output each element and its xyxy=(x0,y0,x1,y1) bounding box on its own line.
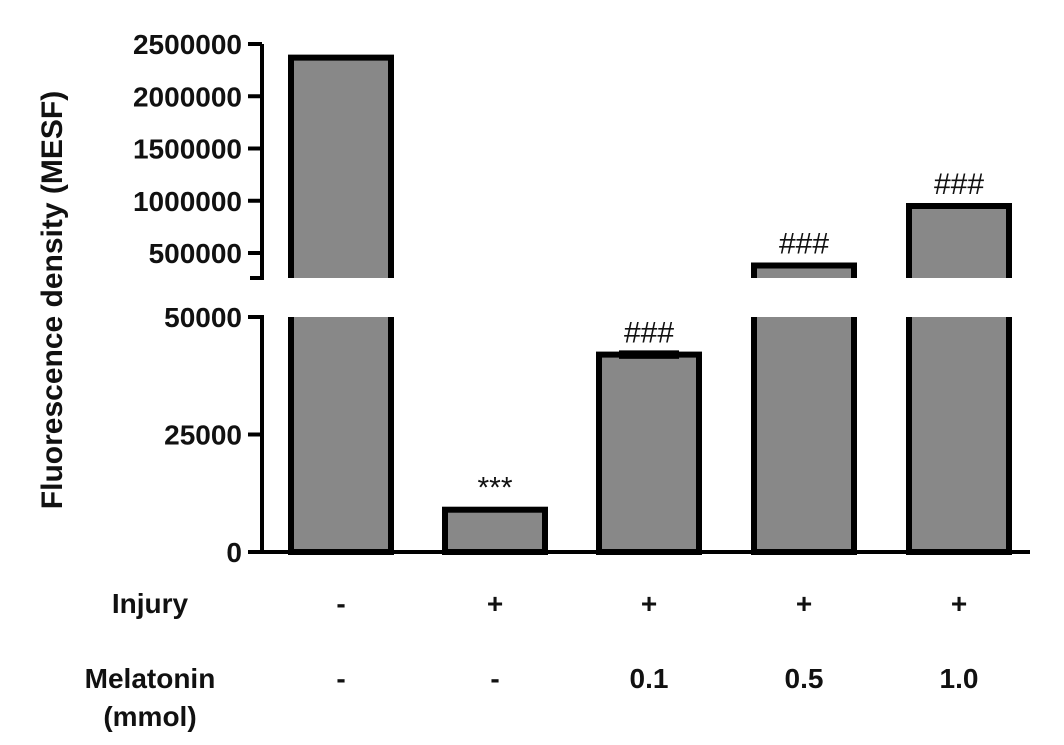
bar-5-upper-fill xyxy=(912,205,1006,278)
y-tick-upper-3-label: 2000000 xyxy=(133,81,242,112)
row-label-line: Melatonin xyxy=(85,663,216,694)
row-1-value-4: + xyxy=(796,588,812,619)
error-bar-3 xyxy=(619,350,679,359)
row-2-value-2: - xyxy=(490,663,499,694)
significance-label-3: ### xyxy=(624,317,674,350)
significance-label-5: ### xyxy=(934,168,984,201)
row-1-value-2: + xyxy=(487,588,503,619)
bar-1-lower-fill xyxy=(294,317,388,549)
row-label-2: Melatonin (mmol) xyxy=(85,663,216,732)
bar-4-lower-fill xyxy=(757,317,851,549)
y-tick-lower-1-label: 25000 xyxy=(164,420,242,451)
bar-2 xyxy=(442,506,548,556)
bar-4-upper-fill xyxy=(757,265,851,278)
bar-1-upper xyxy=(288,54,394,278)
row-1-value-1: - xyxy=(336,588,345,619)
y-tick-upper-0-label: 500000 xyxy=(149,238,242,269)
y-tick-lower-0-label: 0 xyxy=(226,537,242,568)
bar-5-upper xyxy=(906,202,1012,278)
bar-4-upper xyxy=(751,262,857,278)
y-tick-upper-2-label: 1500000 xyxy=(133,134,242,165)
y-tick-lower-2-label: 50000 xyxy=(164,302,242,333)
y-axis-label: Fluorescence density (MESF) xyxy=(36,91,69,509)
significance-labels: *** ### ### ### xyxy=(477,168,984,505)
row-label-1: Injury xyxy=(112,588,189,619)
row-2-value-5: 1.0 xyxy=(940,663,979,694)
bar-1-upper-fill xyxy=(294,57,388,279)
condition-rows: Injury - + + + + Melatonin (mmol) - - 0.1 0.5 1.0 xyxy=(85,588,979,732)
row-2-value-3: 0.1 xyxy=(630,663,669,694)
significance-label-4: ### xyxy=(779,228,829,261)
y-tick-upper-1-label: 1000000 xyxy=(133,186,242,217)
significance-label-2: *** xyxy=(477,472,512,505)
y-ticks: 0 25000 50000 500000 1000000 1500000 2000000 25… xyxy=(133,29,262,568)
y-tick-upper-4-label: 2500000 xyxy=(133,29,242,60)
row-2-value-1: - xyxy=(336,663,345,694)
row-label-line: (mmol) xyxy=(103,701,196,732)
row-1-value-3: + xyxy=(641,588,657,619)
row-2-value-4: 0.5 xyxy=(785,663,824,694)
bar-3 xyxy=(596,351,702,555)
bars-group xyxy=(288,54,1012,556)
bar-5-lower-fill xyxy=(912,317,1006,549)
row-1-value-5: + xyxy=(951,588,967,619)
